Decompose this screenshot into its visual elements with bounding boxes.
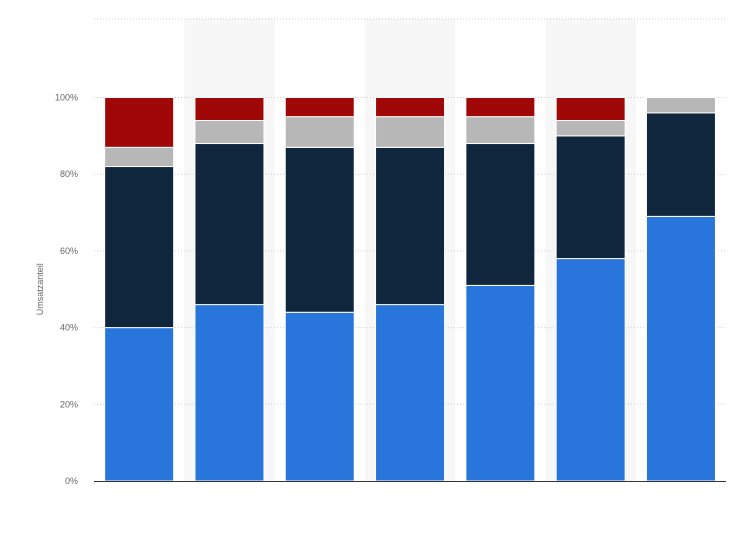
bar-segment-s2-c0: [104, 146, 175, 168]
bar-segment-s1-c4: [465, 143, 536, 286]
y-tick-label-0: 0%: [65, 476, 78, 486]
bar-stack-3: [375, 97, 446, 482]
bar-stacks: [104, 97, 716, 482]
bar-segment-s1-c2: [284, 146, 355, 313]
y-tick-label-20: 20%: [60, 399, 78, 409]
bar-segment-s3-c0: [104, 97, 175, 148]
bar-segment-s1-c5: [555, 135, 626, 260]
bar-segment-s0-c0: [104, 327, 175, 482]
bar-segment-s1-c3: [375, 146, 446, 306]
bar-segment-s2-c5: [555, 120, 626, 137]
y-tick-label-80: 80%: [60, 169, 78, 179]
bar-segment-s2-c1: [194, 120, 265, 145]
bar-segment-s2-c4: [465, 116, 536, 145]
bar-segment-s3-c3: [375, 97, 446, 118]
bar-segment-s1-c6: [645, 112, 716, 217]
y-tick-label-40: 40%: [60, 323, 78, 333]
bar-segment-s3-c5: [555, 97, 626, 122]
bar-segment-s3-c2: [284, 97, 355, 118]
bar-stack-2: [284, 97, 355, 482]
bar-stack-0: [104, 97, 175, 482]
bar-stack-5: [555, 97, 626, 482]
y-axis-title: Umsatzanteil: [35, 263, 45, 315]
y-axis-tick-labels: 0% 20% 40% 60% 80% 100%: [55, 93, 78, 487]
bar-segment-s0-c4: [465, 284, 536, 482]
bar-stack-1: [194, 97, 265, 482]
bar-segment-s2-c2: [284, 116, 355, 148]
bar-stack-4: [465, 97, 536, 482]
bar-segment-s0-c2: [284, 311, 355, 482]
bar-segment-s1-c0: [104, 166, 175, 329]
y-tick-label-60: 60%: [60, 246, 78, 256]
y-tick-label-100: 100%: [55, 93, 78, 103]
bar-segment-s3-c4: [465, 97, 536, 118]
bar-segment-s0-c6: [645, 215, 716, 482]
bar-stack-6: [645, 97, 716, 482]
bar-segment-s2-c6: [645, 97, 716, 114]
bar-segment-s0-c3: [375, 304, 446, 482]
bar-segment-s0-c5: [555, 258, 626, 482]
bar-segment-s3-c1: [194, 97, 265, 122]
bar-segment-s1-c1: [194, 143, 265, 306]
bar-segment-s0-c1: [194, 304, 265, 482]
bar-segment-s2-c3: [375, 116, 446, 148]
